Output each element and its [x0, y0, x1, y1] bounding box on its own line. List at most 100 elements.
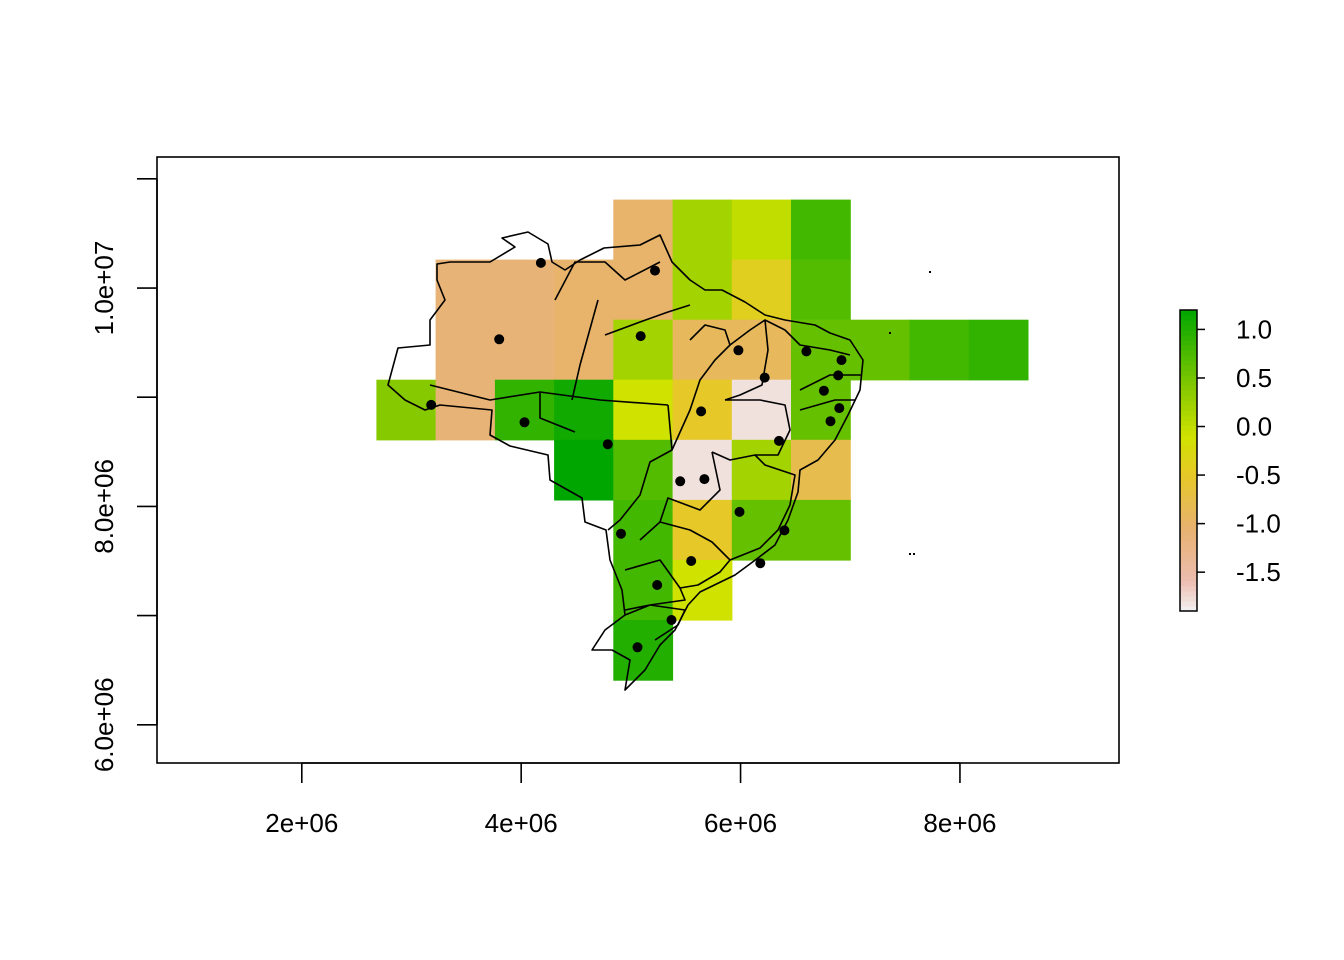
legend-swatch [1180, 460, 1197, 466]
station-point [602, 439, 613, 450]
legend-swatch [1180, 440, 1197, 446]
raster-cell [613, 199, 674, 261]
legend-swatch [1180, 505, 1197, 512]
legend-swatch [1180, 435, 1197, 441]
legend-swatch [1180, 540, 1197, 547]
x-axis: 2e+06 4e+06 6e+06 8e+06 [265, 762, 996, 838]
legend-swatch [1180, 325, 1197, 331]
legend-swatch [1180, 575, 1197, 582]
raster-cell [613, 379, 674, 441]
station-point [666, 615, 677, 625]
legend-tick-label: 0.5 [1236, 363, 1272, 393]
legend-tick-label: -1.5 [1236, 557, 1281, 587]
legend-swatch [1180, 510, 1197, 517]
station-point [696, 406, 707, 417]
legend-swatch [1180, 475, 1197, 481]
legend-swatch [1180, 550, 1197, 557]
island-mark [909, 553, 911, 555]
station-point [652, 580, 663, 590]
country-outline [387, 231, 864, 691]
legend-swatch [1180, 465, 1197, 471]
station-point [774, 435, 784, 446]
legend-swatch [1180, 515, 1197, 522]
x-tick-label: 2e+06 [265, 808, 338, 838]
station-point [494, 334, 505, 345]
legend-swatch [1180, 375, 1197, 381]
raster-cell [613, 439, 674, 501]
station-point [426, 399, 437, 410]
legend-swatch [1180, 580, 1197, 587]
legend-swatch [1180, 525, 1197, 532]
legend-swatch [1180, 601, 1197, 607]
legend-swatch [1180, 530, 1197, 537]
station-point [699, 474, 710, 485]
island-mark [889, 332, 891, 334]
raster-cell [672, 199, 733, 261]
station-point [535, 257, 546, 268]
legend-swatch [1180, 425, 1197, 431]
legend-tick-label: -0.5 [1236, 460, 1281, 490]
legend-tick-label: -1.0 [1236, 509, 1281, 539]
station-point [686, 556, 697, 566]
legend-swatch [1180, 455, 1197, 461]
station-point [616, 528, 626, 539]
raster-cell [791, 319, 851, 381]
station-point [801, 346, 812, 357]
y-tick-label: 6.0e+06 [89, 677, 119, 772]
legend-swatch [1180, 570, 1197, 577]
raster-cell [613, 559, 674, 621]
raster-cell [613, 259, 674, 321]
island-mark [929, 271, 931, 273]
legend-swatch [1180, 335, 1197, 341]
raster-cell [672, 499, 733, 561]
legend-swatch [1180, 400, 1197, 406]
legend-swatch [1180, 420, 1197, 426]
raster-cell [435, 319, 496, 381]
x-tick-label: 6e+06 [704, 808, 777, 838]
raster-cell [791, 499, 851, 561]
raster-cell [731, 259, 792, 321]
legend-swatch [1180, 445, 1197, 451]
legend-swatch [1180, 390, 1197, 396]
legend-swatch [1180, 330, 1197, 336]
raster-cell [968, 319, 1029, 381]
station-point [833, 370, 844, 381]
legend-swatch [1180, 490, 1197, 497]
raster-cell [791, 199, 851, 261]
station-points [426, 257, 847, 653]
legend-swatch [1180, 315, 1197, 321]
legend-swatch [1180, 495, 1197, 502]
color-legend: 1.0 0.5 0.0 -0.5 -1.0 -1.5 [1179, 309, 1281, 612]
legend-swatch [1180, 310, 1197, 316]
legend-swatch [1180, 596, 1197, 602]
raster-cell [909, 319, 970, 381]
station-point [834, 403, 845, 414]
raster-cell [791, 259, 851, 321]
raster-cell [613, 319, 674, 381]
legend-swatch [1180, 360, 1197, 366]
legend-swatch [1180, 606, 1197, 612]
y-axis: 6.0e+06 8.0e+06 1.0e+07 [89, 178, 158, 772]
y-tick-label: 8.0e+06 [89, 459, 119, 554]
state-divisions [429, 261, 862, 641]
station-point [675, 476, 686, 487]
raster-cell [435, 259, 496, 321]
legend-swatch [1180, 405, 1197, 411]
station-point [836, 355, 847, 366]
station-point [818, 385, 829, 396]
legend-swatch [1180, 485, 1197, 492]
raster-cell [850, 319, 911, 381]
station-point [734, 506, 745, 517]
legend-swatch [1180, 480, 1197, 487]
station-point [825, 416, 836, 427]
station-point [733, 345, 744, 356]
legend-swatch [1180, 520, 1197, 527]
legend-swatch [1180, 555, 1197, 562]
station-point [779, 525, 790, 536]
raster-cell [731, 379, 792, 441]
raster-cell [672, 439, 733, 501]
x-tick-label: 8e+06 [923, 808, 996, 838]
legend-swatch [1180, 345, 1197, 351]
state-borders [387, 231, 864, 691]
legend-swatch [1180, 430, 1197, 436]
